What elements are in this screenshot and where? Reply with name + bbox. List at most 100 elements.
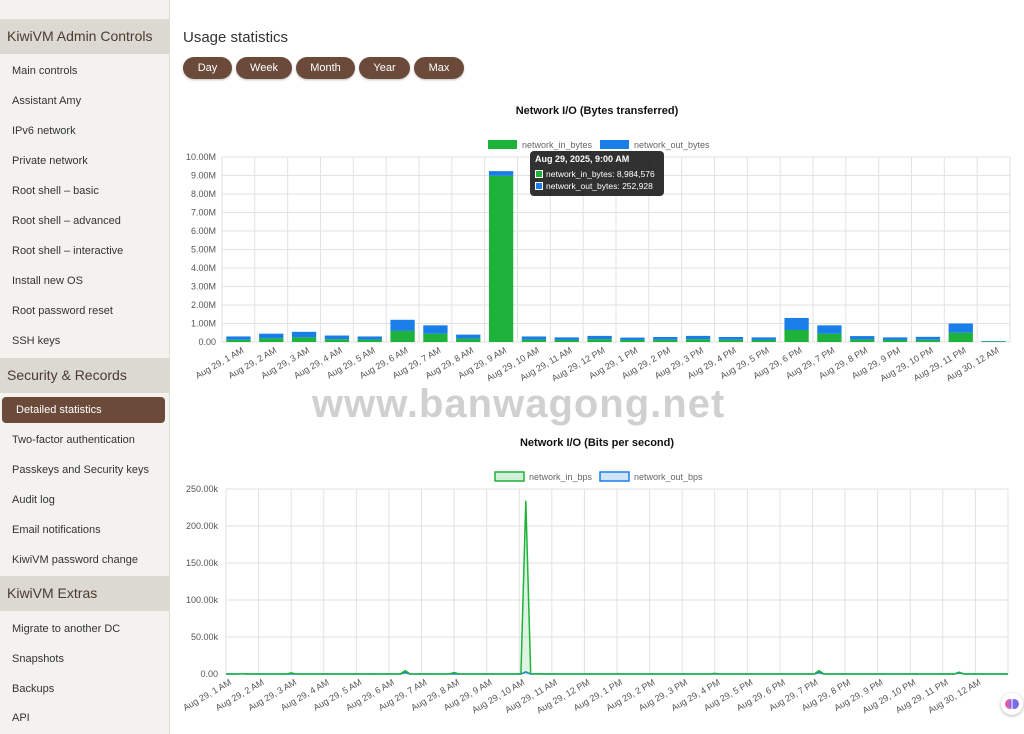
- tooltip-out-label: network_out_bytes: 252,928: [546, 181, 653, 191]
- bar-out-9: [521, 336, 547, 340]
- sidebar-item-passkeys[interactable]: Passkeys and Security keys: [12, 464, 149, 476]
- section-header-security-records: Security & Records: [0, 358, 169, 393]
- bar-in-9: [521, 339, 547, 342]
- chart-tooltip: Aug 29, 2025, 9:00 AM network_in_bytes: …: [530, 151, 664, 196]
- bar-in-12: [620, 339, 645, 342]
- bar-out-16: [751, 337, 776, 340]
- chart1-legend: network_in_bytes network_out_bytes: [488, 140, 710, 150]
- bar-out-10: [554, 337, 579, 340]
- watermark: www.banwagong.net: [312, 382, 726, 426]
- sidebar-item-assistant-amy[interactable]: Assistant Amy: [12, 95, 82, 107]
- bar-in-20: [882, 339, 908, 342]
- sidebar: KiwiVM Admin Controls Main controls Assi…: [0, 0, 170, 734]
- bar-in-2: [291, 337, 317, 342]
- section-header-kiwivm-extras: KiwiVM Extras: [0, 576, 169, 611]
- legend-swatch: [600, 140, 629, 149]
- bar-out-20: [882, 337, 908, 340]
- range-month-button[interactable]: Month: [296, 57, 355, 79]
- bar-in-10: [554, 339, 579, 342]
- y-tick-label: 150.00k: [186, 558, 219, 568]
- y-tick-label: 10.00M: [186, 152, 216, 162]
- range-year-button[interactable]: Year: [359, 57, 410, 79]
- bar-out-12: [620, 337, 645, 340]
- bar-in-13: [653, 339, 678, 342]
- y-tick-label: 2.00M: [191, 300, 216, 310]
- bar-in-21: [915, 339, 941, 342]
- sidebar-item-audit-log[interactable]: Audit log: [12, 494, 55, 506]
- chart1-title: Network I/O (Bytes transferred): [515, 105, 679, 117]
- y-tick-label: 7.00M: [191, 208, 216, 218]
- bar-in-6: [423, 333, 448, 342]
- bar-out-1: [259, 333, 284, 339]
- bar-in-23: [981, 341, 1006, 342]
- chart2-title: Network I/O (Bits per second): [519, 437, 675, 449]
- y-tick-label: 6.00M: [191, 226, 216, 236]
- sidebar-item-email-notifications[interactable]: Email notifications: [12, 524, 101, 536]
- bar-in-18: [817, 333, 842, 342]
- sidebar-item-backups[interactable]: Backups: [12, 683, 55, 695]
- bar-out-0: [226, 336, 251, 340]
- sidebar-item-root-shell-basic[interactable]: Root shell – basic: [12, 185, 99, 197]
- bar-in-19: [850, 339, 875, 342]
- legend-label: network_in_bytes: [522, 140, 593, 150]
- bar-in-8: [488, 175, 514, 342]
- assistant-brain-icon[interactable]: [1001, 693, 1023, 715]
- bar-out-22: [948, 323, 973, 333]
- range-week-button[interactable]: Week: [236, 57, 292, 79]
- sidebar-item-migrate-dc[interactable]: Migrate to another DC: [12, 623, 121, 635]
- chart-bits-per-second: network_in_bps network_out_bps 0.00 50.00k 1…: [181, 471, 1009, 716]
- bar-in-14: [685, 339, 711, 342]
- sidebar-item-install-new-os[interactable]: Install new OS: [12, 275, 83, 287]
- range-max-button[interactable]: Max: [414, 57, 464, 79]
- y-tick-label: 1.00M: [191, 319, 216, 329]
- y-tick-label: 9.00M: [191, 171, 216, 181]
- sidebar-item-two-factor-auth[interactable]: Two-factor authentication: [12, 434, 135, 446]
- bar-out-17: [784, 317, 809, 330]
- bar-out-6: [423, 325, 448, 334]
- sidebar-item-detailed-statistics[interactable]: Detailed statistics: [2, 397, 165, 423]
- sidebar-item-ipv6-network[interactable]: IPv6 network: [12, 125, 76, 137]
- bar-out-8: [488, 171, 514, 176]
- y-tick-label: 3.00M: [191, 282, 216, 292]
- sidebar-item-main-controls[interactable]: Main controls: [12, 65, 78, 77]
- y-tick-label: 250.00k: [186, 484, 219, 494]
- y-tick-label: 200.00k: [186, 521, 219, 531]
- bar-out-2: [291, 331, 317, 338]
- bar-in-5: [390, 330, 415, 342]
- bar-in-22: [948, 332, 973, 342]
- y-tick-label: 50.00k: [191, 632, 219, 642]
- range-day-button[interactable]: Day: [183, 57, 232, 79]
- bar-out-5: [390, 319, 415, 331]
- y-tick-label: 4.00M: [191, 263, 216, 273]
- y-tick-label: 100.00k: [186, 595, 219, 605]
- legend-label: network_out_bps: [634, 472, 703, 482]
- bar-out-13: [653, 337, 678, 340]
- sidebar-item-root-shell-advanced[interactable]: Root shell – advanced: [12, 215, 121, 227]
- bar-in-1: [259, 338, 284, 342]
- legend-swatch: [599, 471, 630, 482]
- bar-in-3: [324, 339, 350, 342]
- chart2-legend: network_in_bps network_out_bps: [494, 471, 703, 482]
- bar-out-15: [718, 337, 744, 340]
- bar-out-18: [817, 325, 842, 334]
- sidebar-item-root-password-reset[interactable]: Root password reset: [12, 305, 113, 317]
- sidebar-item-root-shell-interactive[interactable]: Root shell – interactive: [12, 245, 124, 257]
- sidebar-item-password-change[interactable]: KiwiVM password change: [12, 554, 138, 566]
- y-tick-label: 0.00: [200, 669, 218, 679]
- y-tick-label: 5.00M: [191, 245, 216, 255]
- legend-label: network_out_bytes: [634, 140, 710, 150]
- sidebar-item-ssh-keys[interactable]: SSH keys: [12, 335, 61, 347]
- bar-in-4: [357, 339, 382, 342]
- y-tick-label: 8.00M: [191, 189, 216, 199]
- sidebar-item-snapshots[interactable]: Snapshots: [12, 653, 64, 665]
- bar-out-19: [850, 336, 875, 340]
- bar-in-16: [751, 339, 776, 342]
- bar-out-21: [915, 336, 941, 340]
- legend-label: network_in_bps: [529, 472, 593, 482]
- bar-in-17: [784, 329, 809, 342]
- sidebar-item-private-network[interactable]: Private network: [12, 155, 88, 167]
- y-tick-label: 0.00: [198, 337, 216, 347]
- sidebar-item-api[interactable]: API: [12, 712, 30, 724]
- bar-out-14: [685, 335, 711, 340]
- bar-out-7: [456, 334, 481, 339]
